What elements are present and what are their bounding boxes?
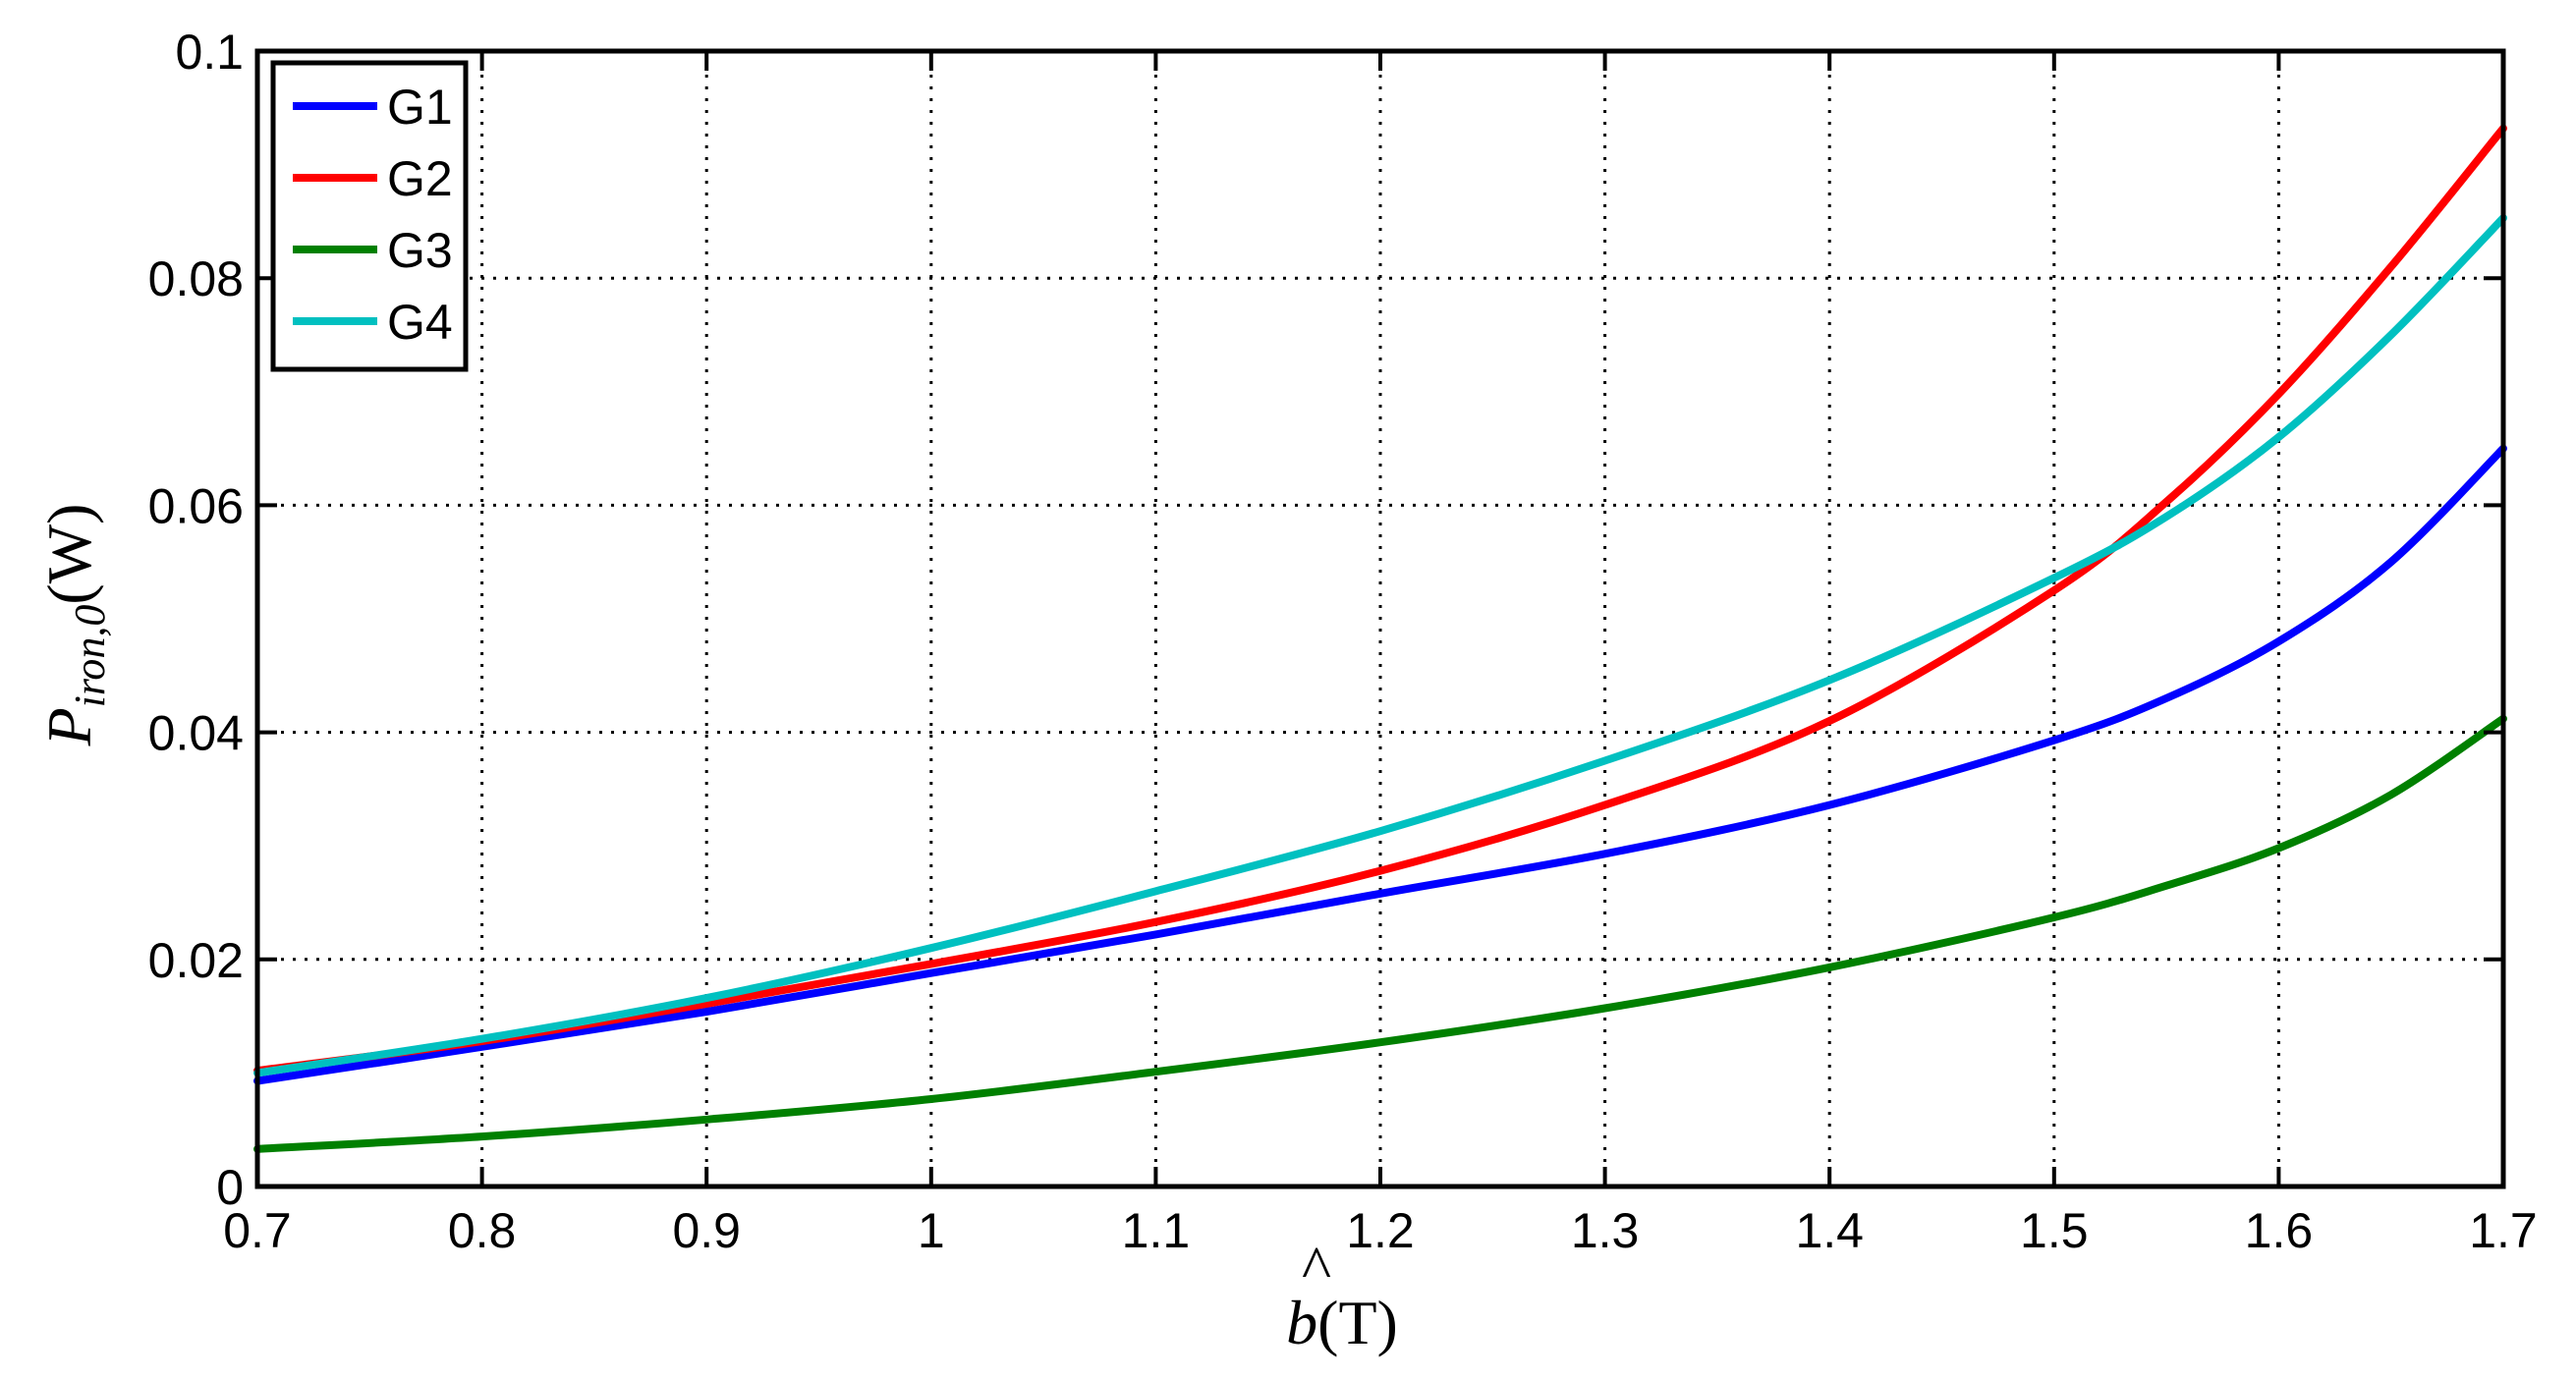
x-tick-label: 0.7 [223, 1203, 292, 1258]
x-axis-label-var: b [1286, 1288, 1317, 1357]
y-tick-label: 0.08 [148, 251, 244, 306]
series-line-g3 [253, 714, 2507, 1153]
series-line-g2 [253, 124, 2507, 1076]
y-axis-label-subscript: iron,0 [66, 605, 114, 708]
y-axis-label-var: P [34, 707, 104, 746]
x-axis-label-unit: (T) [1317, 1288, 1398, 1357]
x-tick-label: 1.1 [1122, 1203, 1191, 1258]
y-tick-label: 0 [216, 1160, 244, 1215]
x-axis-label-hat: ^ [1302, 1233, 1331, 1302]
legend-label-g3: G3 [387, 223, 453, 278]
ticks: 0.7 0.8 0.9 1 1.1 1.2 1.3 1.4 1.5 1.6 1.7 0 0.02 0.04… [148, 25, 2538, 1258]
y-tick-label: 0.02 [148, 933, 244, 988]
x-tick-label: 1 [918, 1203, 945, 1258]
svg-text:Piron,0(W): Piron,0(W) [34, 504, 114, 747]
x-tick-label: 1.5 [2020, 1203, 2089, 1258]
x-tick-label: 1.6 [2245, 1203, 2314, 1258]
legend: G1 G2 G3 G4 [270, 60, 469, 372]
y-axis-label-unit: (W) [34, 504, 104, 605]
x-tick-label: 1.3 [1571, 1203, 1640, 1258]
series-line-g4 [253, 213, 2507, 1077]
y-axis-label: Piron,0(W) [34, 504, 114, 747]
svg-text:b(T): b(T) [1286, 1288, 1398, 1357]
x-tick-label: 1.2 [1346, 1203, 1415, 1258]
x-tick-label: 0.9 [672, 1203, 741, 1258]
y-tick-label: 0.04 [148, 706, 244, 761]
x-tick-label: 0.8 [448, 1203, 517, 1258]
series-line-g1 [253, 444, 2507, 1085]
x-tick-label: 1.4 [1795, 1203, 1864, 1258]
legend-label-g2: G2 [387, 151, 453, 206]
series-lines [253, 124, 2507, 1153]
y-tick-label: 0.06 [148, 478, 244, 533]
x-tick-label: 1.7 [2469, 1203, 2538, 1258]
legend-label-g4: G4 [387, 295, 453, 350]
grid [257, 51, 2503, 1186]
y-tick-label: 0.1 [175, 25, 244, 80]
x-axis-label: b(T) ^ [1286, 1233, 1398, 1357]
legend-label-g1: G1 [387, 80, 453, 135]
